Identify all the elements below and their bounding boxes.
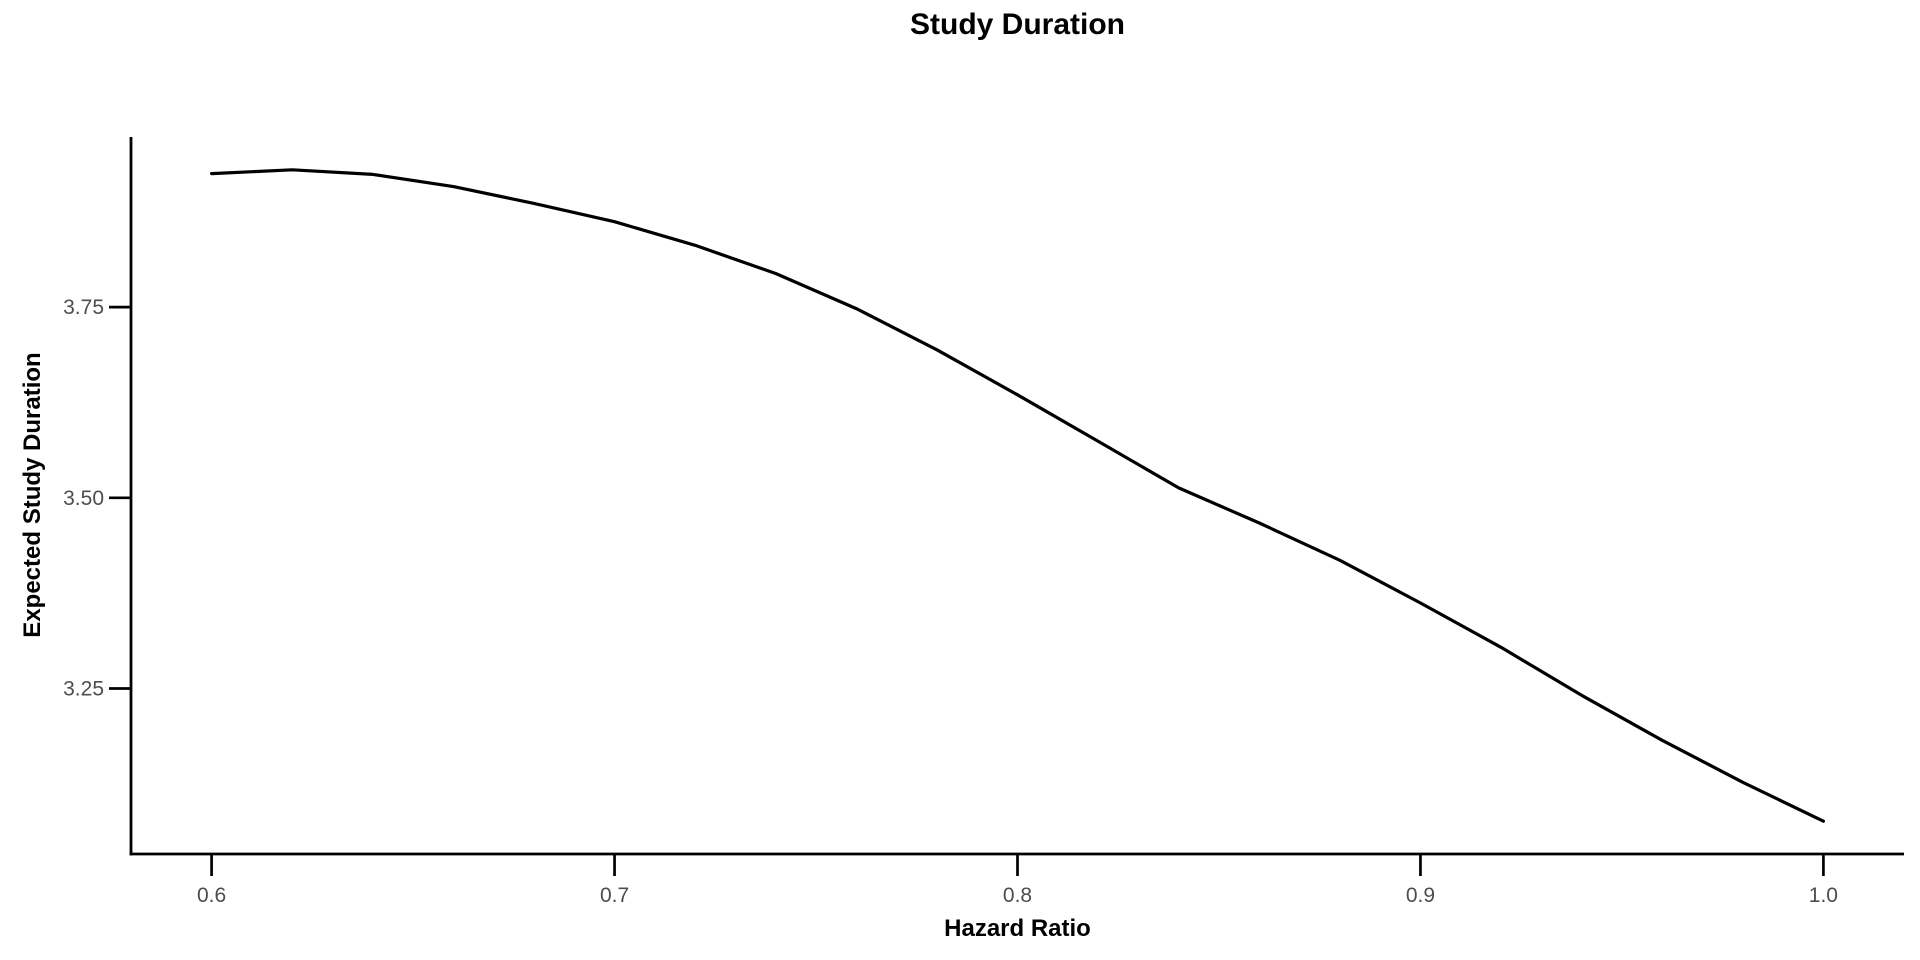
y-tick-label: 3.50	[63, 487, 104, 510]
y-axis-title: Expected Study Duration	[19, 352, 46, 638]
x-axis-title: Hazard Ratio	[944, 915, 1091, 942]
y-tick-label: 3.25	[63, 677, 104, 700]
x-tick-label: 0.8	[1003, 884, 1032, 907]
x-tick-label: 0.7	[600, 884, 629, 907]
chart-title: Study Duration	[910, 8, 1125, 41]
x-tick-label: 1.0	[1809, 884, 1838, 907]
y-tick-label: 3.75	[63, 296, 104, 319]
curve-expected-study-duration	[210, 168, 1825, 823]
x-tick-label: 0.6	[197, 884, 226, 907]
x-tick-label: 0.9	[1406, 884, 1435, 907]
